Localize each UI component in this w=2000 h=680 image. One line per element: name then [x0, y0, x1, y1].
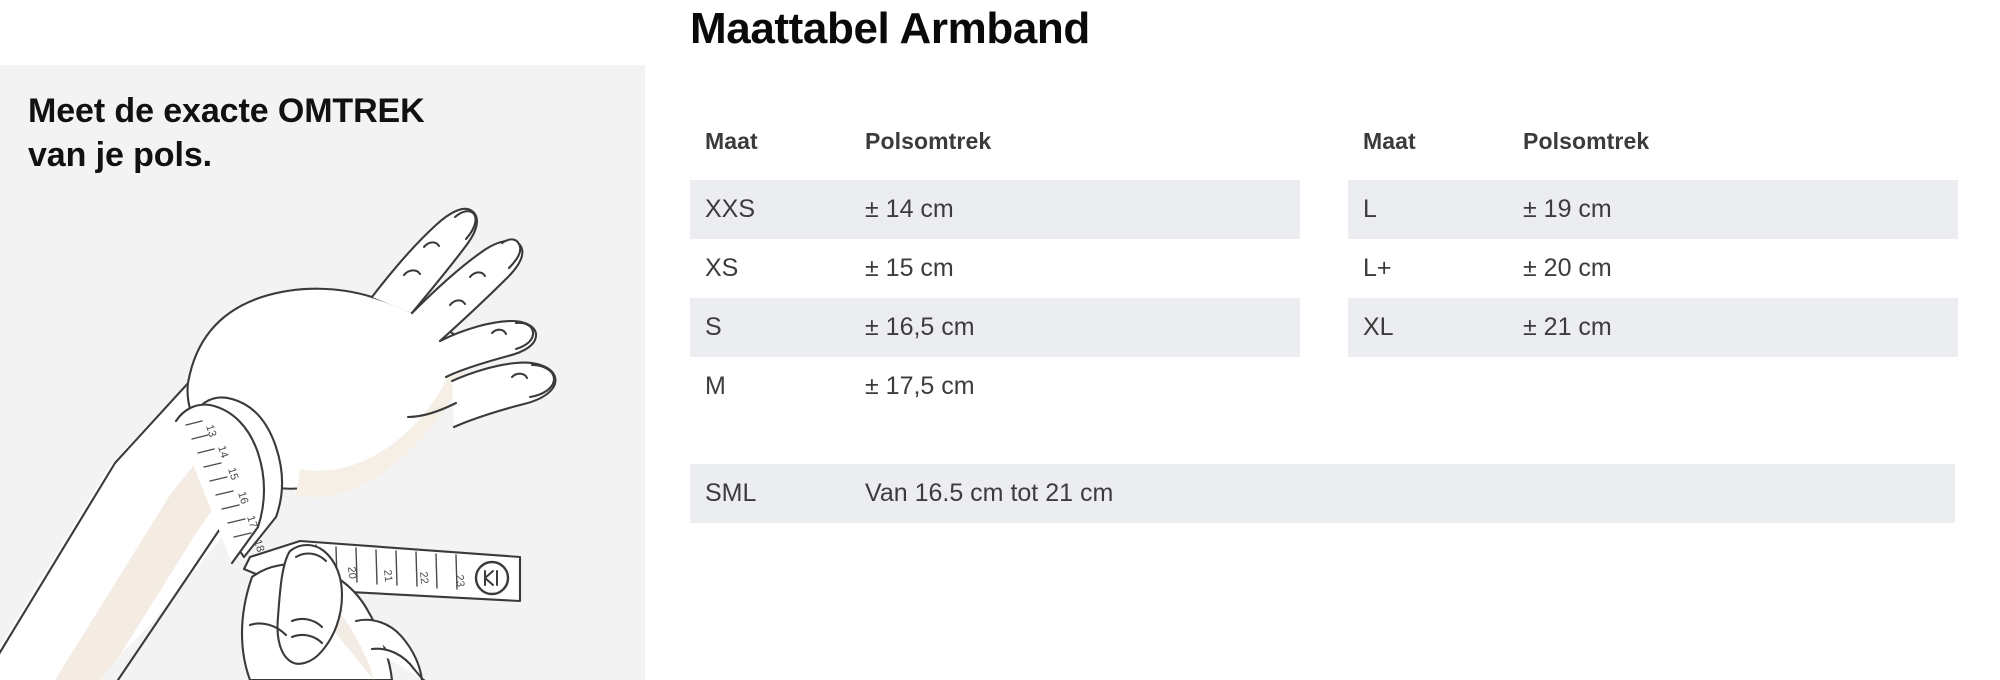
cell-size: XL: [1363, 313, 1394, 341]
svg-text:15: 15: [225, 466, 240, 481]
svg-text:14: 14: [215, 444, 230, 459]
svg-text:21: 21: [381, 569, 394, 582]
page-title: Maattabel Armband: [690, 4, 1090, 53]
cell-circumference: ± 21 cm: [1523, 313, 1612, 341]
column-header-size: Maat: [705, 128, 758, 154]
cell-circumference: ± 15 cm: [865, 254, 954, 282]
svg-text:20: 20: [345, 566, 358, 579]
cell-circumference: ± 14 cm: [865, 195, 954, 223]
table-row: XL ± 21 cm: [1348, 298, 1958, 357]
cell-circumference: ± 20 cm: [1523, 254, 1612, 282]
column-header-size: Maat: [1363, 128, 1416, 154]
size-chart-content: Maattabel Armband Maat Polsomtrek XXS ± …: [690, 0, 1980, 680]
illustration-panel: Meet de exacte OMTREK van je pols.: [0, 65, 645, 680]
table-header-row: Maat Polsomtrek: [690, 128, 1300, 180]
cell-size: XS: [705, 254, 739, 282]
table-row: S ± 16,5 cm: [690, 298, 1300, 357]
table-row: XS ± 15 cm: [690, 239, 1300, 298]
column-header-circumference: Polsomtrek: [865, 128, 992, 154]
size-table-left: Maat Polsomtrek XXS ± 14 cm XS ± 15 cm S…: [690, 128, 1300, 416]
size-tables-columns: Maat Polsomtrek XXS ± 14 cm XS ± 15 cm S…: [690, 128, 1958, 416]
table-row: M ± 17,5 cm: [690, 357, 1300, 416]
cell-range: Van 16.5 cm tot 21 cm: [865, 479, 1114, 507]
summary-row-sml: SML Van 16.5 cm tot 21 cm: [690, 464, 1955, 523]
cell-circumference: ± 19 cm: [1523, 195, 1612, 223]
cell-size: L: [1363, 195, 1377, 223]
cell-circumference: ± 16,5 cm: [865, 313, 975, 341]
cell-size: XXS: [705, 195, 756, 223]
size-tables-wrapper: Maat Polsomtrek XXS ± 14 cm XS ± 15 cm S…: [690, 128, 1958, 523]
table-row: L+ ± 20 cm: [1348, 239, 1958, 298]
svg-text:18: 18: [251, 538, 266, 553]
svg-text:17: 17: [244, 514, 259, 529]
svg-text:19: 19: [309, 564, 322, 577]
cell-size: SML: [705, 479, 757, 507]
svg-text:13: 13: [203, 423, 218, 438]
cell-size: M: [705, 372, 726, 400]
cell-size: S: [705, 313, 722, 341]
table-header-row: Maat Polsomtrek: [1348, 128, 1958, 180]
svg-text:22: 22: [417, 571, 430, 584]
cell-circumference: ± 17,5 cm: [865, 372, 975, 400]
measure-instruction-text: Meet de exacte OMTREK van je pols.: [28, 92, 425, 174]
cell-size: L+: [1363, 254, 1392, 282]
table-row: XXS ± 14 cm: [690, 180, 1300, 239]
svg-text:16: 16: [235, 490, 250, 505]
size-table-right: Maat Polsomtrek L ± 19 cm L+ ± 20 cm XL …: [1348, 128, 1958, 357]
svg-text:23: 23: [453, 574, 466, 587]
table-row: L ± 19 cm: [1348, 180, 1958, 239]
column-header-circumference: Polsomtrek: [1523, 128, 1650, 154]
